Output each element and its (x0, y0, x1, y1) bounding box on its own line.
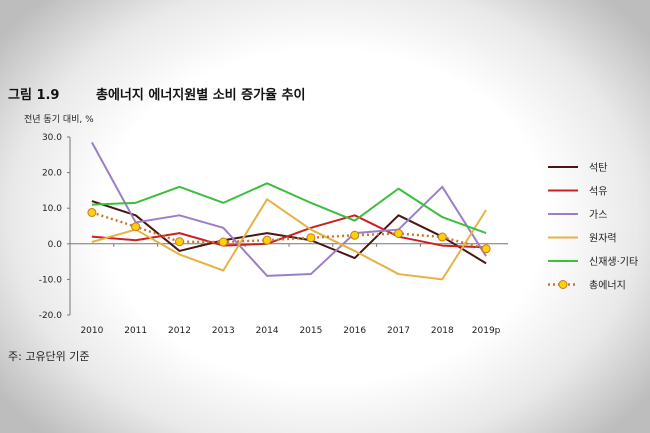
total-energy-point (306, 233, 316, 243)
total-energy-point (350, 230, 360, 240)
x-tick-label: 2012 (168, 326, 191, 336)
series-line-1 (91, 214, 487, 249)
x-tick-label: 2019p (472, 326, 501, 336)
legend-label-4: 신재생·기타 (589, 256, 638, 268)
y-tick-label: -10.0 (39, 275, 63, 285)
y-tick-label: 10.0 (42, 204, 62, 214)
x-tick-labels: 2010 2011 2012 2013 2014 2015 2016 2017 2018 2019… (80, 326, 500, 336)
y-tick-labels: 30.0 20.0 10.0 0.0 -10.0 -20.0 (39, 133, 63, 321)
x-tick-label: 2018 (431, 326, 454, 336)
series-line-5 (91, 211, 487, 250)
total-energy-point (175, 237, 184, 247)
y-tick-label: -20.0 (39, 311, 63, 321)
total-energy-point (394, 228, 403, 238)
total-energy-point (262, 235, 272, 245)
y-tick-label: 20.0 (42, 169, 62, 179)
legend-label-5: 총에너지 (589, 280, 626, 292)
series-markers (87, 207, 491, 254)
legend-label-0: 석탄 (589, 162, 607, 174)
total-energy-point (218, 237, 228, 247)
legend-label-3: 원자력 (589, 233, 617, 245)
x-tick-label: 2011 (124, 326, 147, 336)
x-tick-label: 2010 (80, 326, 103, 336)
series-line-2 (91, 141, 487, 277)
total-energy-point (131, 222, 141, 232)
figure-label: 그림 1.9 (8, 88, 60, 103)
total-energy-point (437, 232, 447, 242)
series-lines (91, 141, 487, 281)
series-line-4 (91, 182, 487, 235)
x-tick-label: 2013 (212, 326, 235, 336)
series-line-3 (91, 198, 487, 281)
y-tick-label: 30.0 (42, 133, 62, 143)
legend-label-1: 석유 (589, 186, 607, 198)
footnote: 주: 고유단위 기준 (8, 350, 90, 363)
figure-title: 총에너지 에너지원별 소비 증가율 추이 (96, 88, 306, 103)
x-tick-label: 2014 (256, 326, 279, 336)
x-tick-label: 2017 (387, 326, 410, 336)
x-tick-label: 2015 (299, 326, 322, 336)
series-line-0 (91, 200, 487, 265)
total-energy-point (87, 207, 97, 217)
x-tick-label: 2016 (343, 326, 366, 336)
y-tick-label: 0.0 (48, 240, 63, 250)
legend-marker (558, 280, 568, 289)
total-energy-point (481, 244, 491, 254)
y-axis-unit-label: 전년 동기 대비, % (24, 115, 94, 125)
legend-label-2: 가스 (589, 209, 607, 221)
